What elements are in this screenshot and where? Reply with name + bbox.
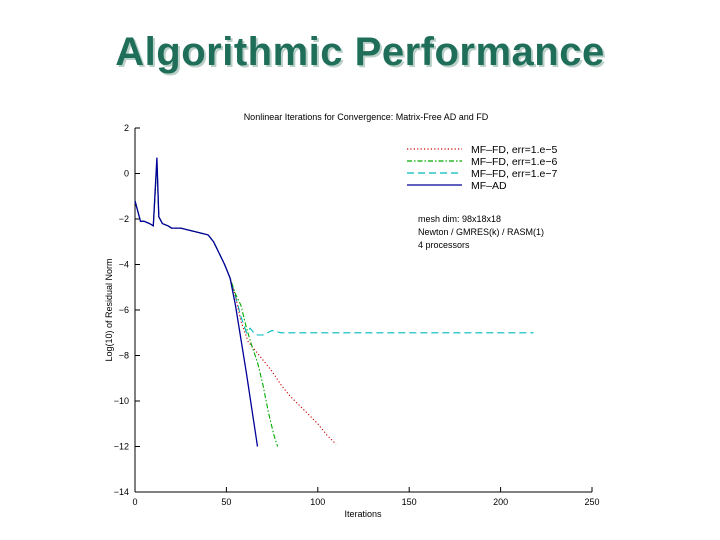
y-tick-label: 2 <box>124 123 129 133</box>
series-line-fd6 <box>134 162 279 447</box>
y-tick-label: −6 <box>119 305 129 315</box>
y-tick-label: −12 <box>114 442 129 452</box>
slide-title: Algorithmic Performance <box>115 30 605 74</box>
y-tick-label: −10 <box>114 396 129 406</box>
legend-label-fd7: MF–FD, err=1.e−7 <box>471 168 558 180</box>
y-tick-label: 0 <box>124 169 129 179</box>
y-tick-label: −4 <box>119 260 129 270</box>
x-tick-label: 0 <box>132 497 137 507</box>
x-tick-label: 100 <box>310 497 325 507</box>
annotation-text: mesh dim: 98x18x18 <box>418 214 501 224</box>
annotation-text: 4 processors <box>418 240 470 250</box>
legend-label-fd6: MF–FD, err=1.e−6 <box>471 156 558 168</box>
chart-title: Nonlinear Iterations for Convergence: Ma… <box>244 112 489 122</box>
series-line-ad <box>134 157 259 447</box>
legend-label-fd5: MF–FD, err=1.e−5 <box>471 144 558 156</box>
y-tick-label: −8 <box>119 351 129 361</box>
y-tick-label: −2 <box>119 214 129 224</box>
legend-label-ad: MF–AD <box>471 180 507 192</box>
y-axis-label: Log(10) of Residual Norm <box>104 258 114 361</box>
x-axis-label: Iterations <box>344 509 382 519</box>
x-tick-label: 250 <box>584 497 599 507</box>
x-tick-label: 150 <box>402 497 417 507</box>
y-tick-label: −14 <box>114 487 129 497</box>
x-tick-label: 200 <box>493 497 508 507</box>
x-tick-label: 50 <box>221 497 231 507</box>
annotation-text: Newton / GMRES(k) / RASM(1) <box>418 227 544 237</box>
